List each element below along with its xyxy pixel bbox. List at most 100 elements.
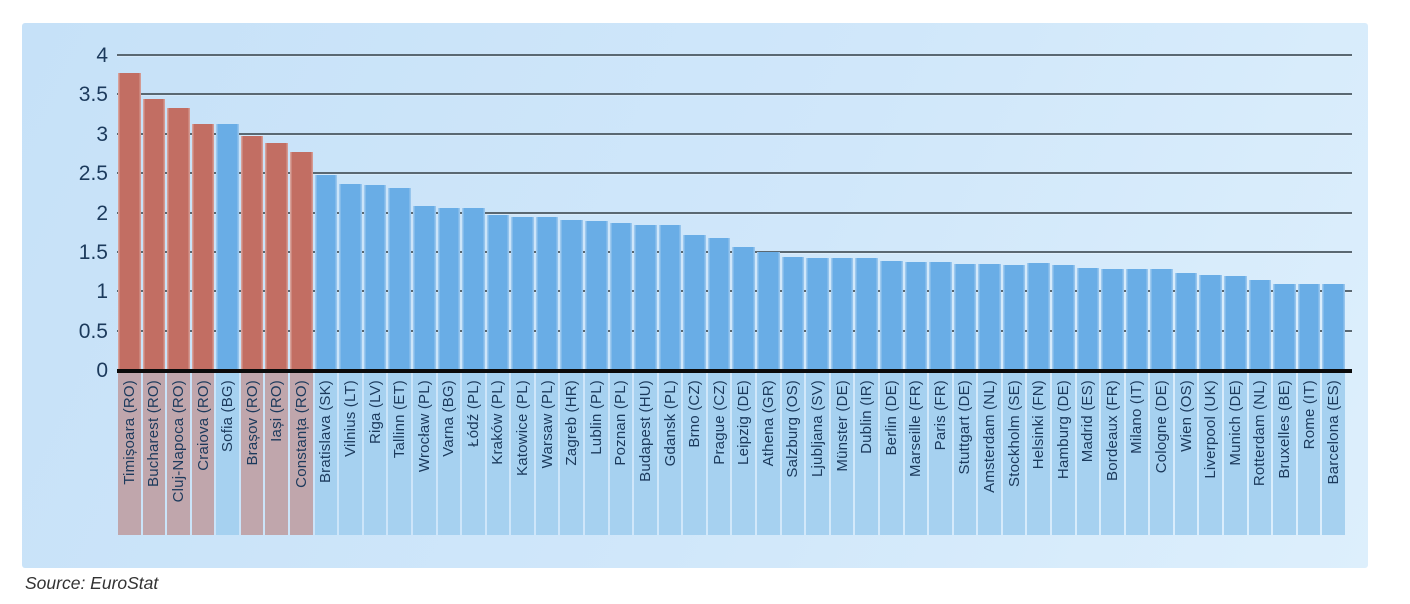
bar	[830, 258, 854, 371]
x-label: Liverpool (UK)	[1202, 380, 1220, 479]
x-label: Sofia (BG)	[219, 380, 237, 453]
x-label: Katowice (PL)	[514, 380, 532, 476]
x-label: Brno (CZ)	[686, 380, 704, 448]
x-label-cell: Ljubljana (SV)	[806, 373, 829, 535]
grid-line	[117, 54, 1352, 56]
x-label: Łódź (PL)	[464, 380, 482, 447]
bar	[462, 208, 485, 371]
x-label-cell: Liverpool (UK)	[1199, 373, 1223, 535]
y-tick-label: 0.5	[78, 319, 108, 343]
x-label-cell: Rotterdam (NL)	[1248, 373, 1272, 535]
grid-line	[117, 132, 1352, 135]
y-tick-label: 3	[96, 122, 108, 146]
x-label-cell: Stockholm (SE)	[1002, 373, 1026, 535]
x-label-cell: Barcelona (ES)	[1322, 373, 1345, 535]
bar	[953, 263, 977, 371]
bar	[1150, 269, 1173, 371]
x-label-cell: Zagreb (HR)	[560, 373, 583, 535]
x-label: Zagreb (HR)	[563, 380, 581, 466]
bar	[511, 216, 534, 371]
x-label-cell: Hamburg (DE)	[1051, 373, 1075, 535]
x-label: Budapest (HU)	[636, 380, 654, 482]
grid-line	[117, 211, 1352, 214]
x-label-cell: Craiova (RO)	[191, 373, 215, 535]
bar	[929, 262, 952, 371]
x-label: Milano (IT)	[1128, 380, 1146, 454]
bar	[1002, 264, 1026, 371]
x-label-cell: Varna (BG)	[437, 373, 461, 535]
x-label: Bucharest (RO)	[145, 380, 163, 487]
x-label-cell: Warsaw (PL)	[535, 373, 559, 535]
x-label: Rome (IT)	[1300, 380, 1318, 450]
bar	[265, 143, 289, 371]
bar	[1076, 267, 1100, 371]
x-label-cell: Madrid (ES)	[1076, 373, 1100, 535]
bars	[118, 56, 1345, 371]
bar	[879, 260, 903, 371]
y-tick-label: 4	[96, 44, 108, 67]
bar	[1273, 284, 1296, 371]
bar	[904, 262, 928, 371]
x-label-cell: Katowice (PL)	[511, 373, 534, 535]
x-label-cell: Kraków (PL)	[486, 373, 510, 535]
x-label: Rotterdam (NL)	[1251, 380, 1269, 487]
x-label: Barcelona (ES)	[1325, 380, 1343, 485]
x-label: Timișoara (RO)	[120, 380, 138, 485]
grid-line	[117, 172, 1352, 175]
x-label: Munich (DE)	[1226, 380, 1244, 466]
x-label: Cologne (DE)	[1153, 380, 1171, 474]
x-label: Wrocław (PL)	[415, 380, 433, 473]
x-label: Constanța (RO)	[292, 380, 310, 488]
x-label: Stockholm (SE)	[1005, 380, 1023, 487]
bar	[1051, 265, 1075, 371]
bar	[118, 72, 141, 371]
x-label-cell: Gdansk (PL)	[658, 373, 682, 535]
bar	[1101, 268, 1124, 371]
x-label-cell: Rome (IT)	[1297, 373, 1321, 535]
bar	[1248, 280, 1272, 371]
bar	[1125, 269, 1149, 371]
x-label-cell: Budapest (HU)	[634, 373, 657, 535]
x-label: Bratislava (SK)	[317, 380, 335, 484]
x-label: Bruxelles (BE)	[1275, 380, 1293, 479]
bar	[142, 99, 166, 371]
grid-line	[117, 93, 1352, 96]
bar	[658, 225, 682, 371]
bar	[781, 256, 805, 371]
x-label: Marseille (FR)	[907, 380, 925, 477]
x-label: Ljubljana (SV)	[808, 380, 826, 478]
x-label: Athena (GR)	[759, 380, 777, 467]
x-label: Helsinki (FN)	[1030, 380, 1048, 470]
x-label-cell: Timișoara (RO)	[118, 373, 141, 535]
bar	[634, 224, 657, 371]
x-label-cell: Helsinki (FN)	[1027, 373, 1050, 535]
bar	[1322, 284, 1345, 371]
bar	[560, 219, 583, 371]
x-label-cell: Brașov (RO)	[240, 373, 264, 535]
x-label-cell: Sofia (BG)	[216, 373, 239, 535]
x-label-cell: Tallinn (ET)	[388, 373, 411, 535]
bar	[216, 123, 239, 371]
x-label-cell: Marseille (FR)	[904, 373, 928, 535]
bar	[707, 237, 731, 371]
y-tick-label: 0	[96, 359, 108, 382]
x-label-cell: Cologne (DE)	[1150, 373, 1173, 535]
x-label: Berlin (DE)	[882, 380, 900, 456]
x-label: Salzburg (OS)	[784, 380, 802, 478]
x-label: Stuttgart (DE)	[956, 380, 974, 475]
x-label: Prague (CZ)	[710, 380, 728, 465]
bar	[609, 222, 633, 371]
bar	[1224, 275, 1247, 371]
x-label-cell: Athena (GR)	[757, 373, 780, 535]
x-label: Tallinn (ET)	[391, 380, 409, 459]
y-tick-label: 3.5	[78, 83, 108, 107]
bar	[388, 188, 411, 371]
y-tick-label: 2	[96, 201, 108, 225]
bar	[732, 247, 756, 371]
x-label: Dublin (IR)	[858, 380, 876, 454]
x-label-cell: Stuttgart (DE)	[953, 373, 977, 535]
x-labels: Timișoara (RO) Bucharest (RO) Cluj-Napoca …	[118, 373, 1345, 535]
x-label-cell: Prague (CZ)	[707, 373, 731, 535]
bar	[167, 107, 190, 371]
x-label-cell: Dublin (IR)	[855, 373, 878, 535]
